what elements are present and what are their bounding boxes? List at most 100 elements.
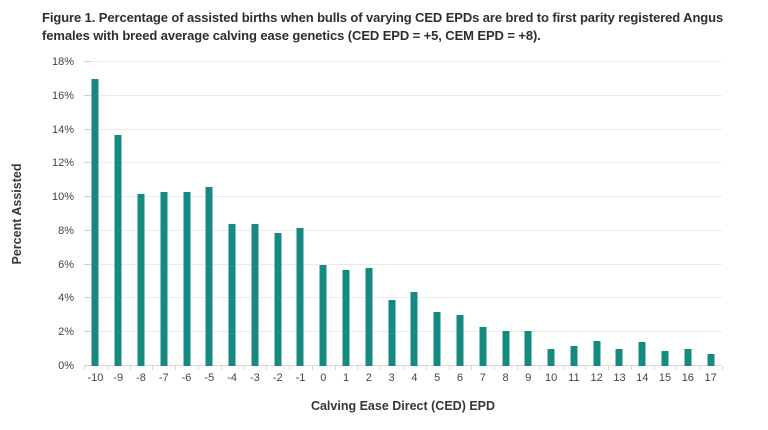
bar-ced-1 (342, 269, 350, 366)
bar-ced--4 (228, 224, 236, 366)
y-tick-label: 12% (51, 157, 74, 170)
x-tick-mark (653, 366, 655, 370)
x-tick-label: -4 (227, 372, 237, 384)
x-tick-label: 13 (613, 372, 626, 384)
bar-ced-0 (319, 264, 327, 366)
x-tick-label: -8 (136, 372, 146, 384)
x-tick-mark (152, 366, 154, 370)
y-tick-label: 18% (51, 56, 74, 68)
bar-ced-5 (433, 311, 441, 366)
x-tick-label: 6 (456, 372, 464, 384)
x-tick-label: -2 (272, 372, 283, 384)
x-tick-mark (425, 366, 427, 370)
gridline-4 (84, 297, 722, 299)
x-tick-mark (175, 366, 177, 370)
x-tick-label: 2 (365, 372, 372, 384)
x-tick-label: 10 (544, 372, 558, 384)
bar-ced--1 (296, 227, 304, 366)
y-tick-mark (84, 263, 91, 265)
x-tick-mark (243, 366, 245, 370)
bar-ced-13 (615, 349, 623, 366)
x-tick-label: -1 (295, 372, 306, 384)
y-tick-label: 4% (58, 292, 74, 305)
x-tick-mark (106, 366, 108, 370)
gridline-6 (84, 263, 722, 265)
y-tick-mark (84, 162, 91, 164)
x-tick-mark (676, 366, 678, 370)
x-tick-label: 4 (411, 372, 418, 384)
x-tick-label: 3 (388, 372, 395, 384)
x-tick-label: 14 (636, 372, 649, 384)
bar-ced-15 (661, 350, 669, 366)
plot-area (84, 61, 723, 370)
y-tick-mark (84, 297, 91, 299)
x-tick-mark (562, 366, 564, 370)
bar-ced--10 (91, 78, 99, 366)
x-tick-label: 11 (568, 372, 580, 384)
y-tick-mark (84, 196, 91, 198)
x-tick-label: -9 (113, 372, 124, 384)
x-tick-mark (129, 366, 131, 370)
bar-ced--2 (274, 232, 282, 366)
x-tick-label: 15 (658, 372, 672, 384)
bar-ced--9 (114, 134, 122, 366)
x-tick-mark (334, 366, 336, 370)
x-tick-mark (266, 366, 268, 370)
x-tick-mark (585, 366, 587, 370)
bar-ced-2 (365, 268, 373, 366)
bar-ced--6 (183, 192, 191, 366)
y-tick-label: 16% (51, 89, 74, 102)
x-tick-mark (494, 366, 496, 370)
bar-ced-16 (684, 349, 692, 366)
gridline-12 (84, 162, 722, 164)
bar-ced-10 (547, 349, 555, 366)
x-tick-mark (516, 366, 518, 370)
bar-ced--7 (160, 192, 168, 366)
y-tick-label: 8% (58, 224, 74, 237)
x-tick-mark (608, 366, 610, 370)
gridline-0 (84, 365, 722, 366)
y-tick-mark (84, 229, 91, 231)
bar-ced-6 (456, 315, 464, 366)
x-axis-title: Calving Ease Direct (CED) EPD (310, 399, 496, 413)
bar-ced-8 (502, 330, 510, 366)
gridline-18 (84, 61, 722, 62)
x-tick-mark (630, 366, 632, 370)
bar-ced-17 (707, 354, 715, 366)
x-tick-label: -6 (181, 372, 192, 384)
x-tick-mark (380, 366, 382, 370)
bar-ced-4 (410, 291, 418, 366)
x-tick-label: 5 (434, 372, 441, 384)
gridline-14 (84, 128, 722, 130)
x-tick-label: 0 (320, 372, 327, 384)
x-tick-label: 7 (479, 372, 486, 384)
x-tick-label: 12 (590, 372, 603, 384)
x-tick-label: 8 (502, 372, 509, 384)
bar-ced-14 (638, 342, 646, 366)
x-tick-mark (448, 366, 450, 370)
x-tick-mark (471, 366, 473, 370)
x-tick-mark (357, 366, 359, 370)
y-tick-mark (84, 61, 91, 62)
bar-ced-3 (388, 300, 396, 366)
bar-ced--8 (137, 193, 145, 366)
y-axis-tick-labels: 0% 2% 4% 6% 8% 10% 12% 14% 16% 18% (0, 56, 74, 372)
x-axis-tick-labels: -10 -9 -8 -7 -6 -5 -4 -3 -2 -1 0 1 2 3 4 5 6 7 8 9 10 11 12 13 1… (84, 372, 722, 387)
x-tick-label: -7 (158, 372, 169, 384)
x-tick-label: -3 (250, 372, 260, 384)
x-tick-mark (197, 366, 199, 370)
bar-ced-12 (593, 340, 601, 366)
x-tick-mark (220, 366, 222, 370)
gridline-10 (84, 196, 722, 198)
x-tick-mark (311, 366, 313, 370)
y-tick-mark (84, 365, 91, 366)
y-tick-label: 6% (58, 258, 74, 271)
y-tick-mark (84, 94, 91, 96)
x-tick-label: 9 (525, 372, 532, 384)
bar-ced-7 (479, 327, 487, 366)
x-tick-mark (722, 366, 723, 370)
x-tick-mark (539, 366, 541, 370)
bar-ced-9 (524, 330, 532, 366)
gridline-8 (84, 229, 722, 231)
